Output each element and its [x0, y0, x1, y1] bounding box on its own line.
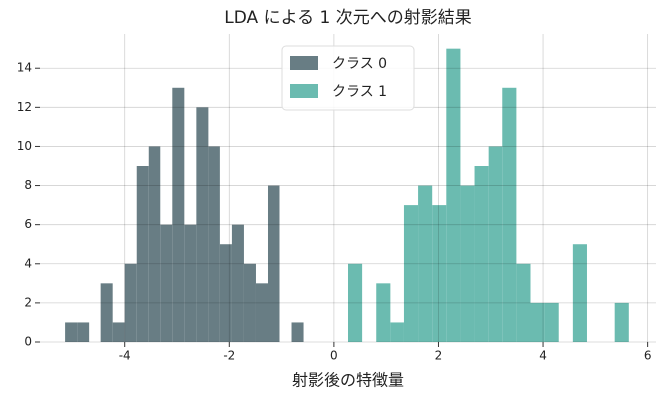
- y-tick-label: 0: [24, 335, 32, 349]
- y-tick-label: 14: [17, 61, 32, 75]
- bar: [446, 48, 461, 343]
- bar: [403, 205, 419, 342]
- bar: [77, 322, 90, 342]
- bar: [172, 87, 185, 343]
- bar: [255, 283, 268, 342]
- bar: [488, 146, 503, 342]
- bar: [148, 146, 161, 342]
- bar: [160, 224, 173, 342]
- bar: [124, 263, 137, 342]
- legend-label: クラス 0: [332, 56, 387, 72]
- bar: [544, 302, 559, 342]
- bar: [291, 322, 304, 342]
- legend-swatch: [290, 56, 318, 70]
- bar: [432, 205, 447, 342]
- bar: [502, 87, 517, 343]
- y-tick-label: 6: [24, 217, 32, 231]
- bar: [376, 283, 391, 342]
- bar: [196, 107, 209, 342]
- bar: [231, 224, 244, 342]
- x-tick-label: 0: [330, 349, 338, 363]
- bar: [136, 166, 149, 342]
- bar: [112, 322, 125, 342]
- bar: [208, 146, 220, 342]
- bar: [219, 244, 232, 342]
- y-tick-label: 2: [24, 295, 32, 309]
- legend-swatch: [290, 84, 318, 98]
- chart-title: LDA による 1 次元への射影結果: [224, 8, 471, 28]
- y-tick-label: 8: [24, 178, 32, 192]
- bar: [516, 263, 531, 342]
- bar: [460, 185, 475, 342]
- y-tick-label: 12: [17, 100, 32, 114]
- bar: [614, 302, 629, 342]
- bar: [390, 322, 404, 342]
- x-tick-label: 2: [435, 349, 443, 363]
- x-tick-label: 6: [644, 349, 652, 363]
- bar: [267, 185, 280, 342]
- bar: [418, 185, 433, 342]
- bar: [530, 302, 545, 342]
- y-tick-label: 4: [24, 256, 32, 270]
- bar: [65, 322, 78, 342]
- bar: [100, 283, 113, 342]
- bar: [348, 263, 363, 342]
- x-tick-label: -4: [119, 349, 131, 363]
- bar: [572, 244, 587, 342]
- x-tick-label: 4: [539, 349, 547, 363]
- bar: [243, 263, 256, 342]
- x-axis-label: 射影後の特徴量: [292, 371, 404, 390]
- bar: [474, 166, 489, 342]
- y-tick-label: 10: [17, 139, 32, 153]
- legend-label: クラス 1: [332, 84, 387, 100]
- bar: [184, 224, 197, 342]
- x-tick-label: -2: [223, 349, 235, 363]
